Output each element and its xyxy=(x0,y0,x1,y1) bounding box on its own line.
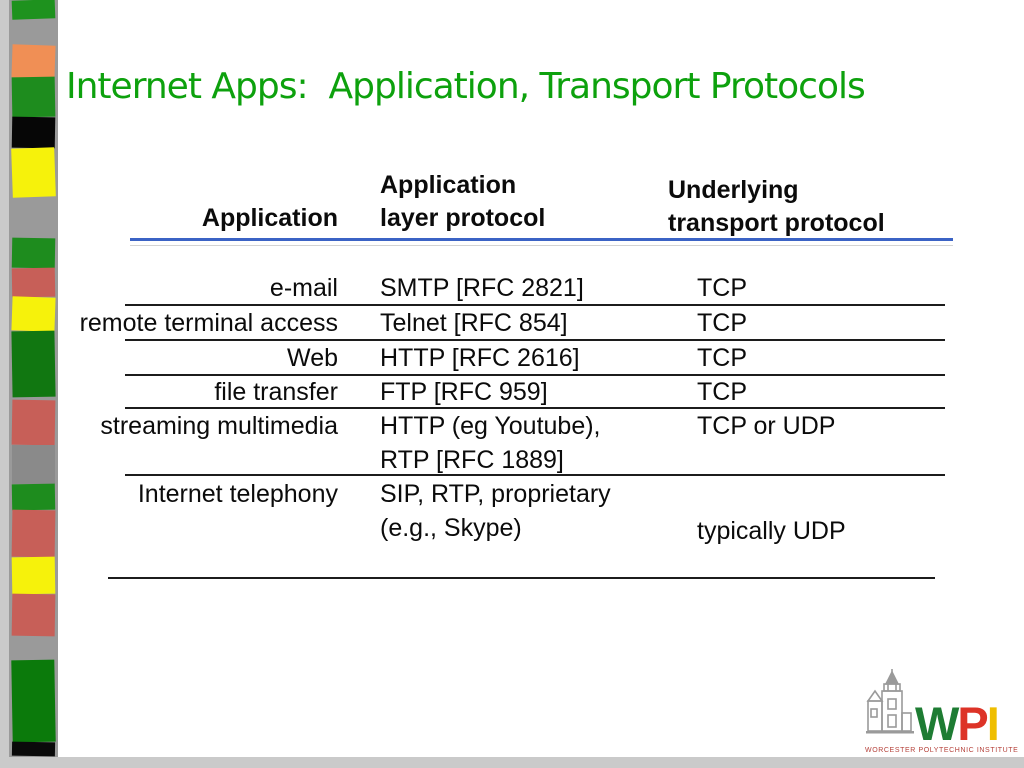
wpi-logo-row: WPI xyxy=(865,669,1017,747)
filmstrip-segment xyxy=(11,593,56,637)
wpi-letters: WPI xyxy=(915,700,1000,747)
transport-cell: TCP xyxy=(697,378,747,406)
filmstrip-segment xyxy=(11,659,56,743)
table-header-application: Application xyxy=(201,204,338,232)
table-header-app-layer-protocol: Application layer protocol xyxy=(380,169,545,235)
protocol-cell: HTTP (eg Youtube), xyxy=(380,412,601,440)
row-divider xyxy=(125,474,945,476)
filmstrip-segment xyxy=(11,76,56,118)
transport-cell: TCP xyxy=(697,274,747,302)
wpi-letter-p: P xyxy=(957,697,988,751)
filmstrip-segment xyxy=(11,237,56,269)
app-cell: file transfer xyxy=(214,378,338,406)
filmstrip-segment xyxy=(11,0,56,20)
app-cell: e-mail xyxy=(269,274,338,302)
protocol-cell: RTP [RFC 1889] xyxy=(380,446,564,474)
header-underline xyxy=(130,238,953,241)
page-edge-left xyxy=(0,0,9,768)
app-cell: streaming multimedia xyxy=(100,412,338,440)
app-cell: remote terminal access xyxy=(79,309,338,337)
header-line: transport protocol xyxy=(668,209,885,237)
header-underline-shadow xyxy=(130,245,953,246)
transport-cell: TCP xyxy=(697,344,747,372)
transport-cell: TCP or UDP xyxy=(697,412,836,440)
table-bottom-line xyxy=(108,577,935,579)
protocol-cell: SMTP [RFC 2821] xyxy=(380,274,584,302)
page-title: Internet Apps: Application, Transport Pr… xyxy=(66,66,866,107)
header-line: layer protocol xyxy=(380,204,546,232)
filmstrip-segment xyxy=(11,116,56,149)
wpi-caption: WORCESTER POLYTECHNIC INSTITUTE xyxy=(865,747,1019,754)
filmstrip-segment xyxy=(11,741,56,757)
filmstrip-segment xyxy=(11,509,56,558)
row-divider xyxy=(125,407,945,409)
filmstrip-segment xyxy=(11,556,56,595)
transport-cell: TCP xyxy=(697,309,747,337)
header-line: Application xyxy=(380,171,517,199)
wpi-tower-icon xyxy=(865,669,915,744)
filmstrip-segment xyxy=(11,147,56,198)
wpi-logo: WPI WORCESTER POLYTECHNIC INSTITUTE xyxy=(865,669,1019,760)
filmstrip-segment xyxy=(11,44,56,79)
wpi-letter-i: I xyxy=(986,697,1000,751)
protocol-cell: SIP, RTP, proprietary xyxy=(380,480,611,508)
filmstrip-segment xyxy=(12,445,55,484)
protocol-cell: FTP [RFC 959] xyxy=(380,378,548,406)
row-divider xyxy=(125,304,945,306)
header-line: Underlying xyxy=(668,176,799,204)
app-cell: Internet telephony xyxy=(137,480,338,508)
row-divider xyxy=(125,374,945,376)
page-edge-bottom xyxy=(0,757,1024,768)
protocol-cell: (e.g., Skype) xyxy=(380,514,522,542)
row-divider xyxy=(125,339,945,341)
table-header-transport-protocol: Underlying transport protocol xyxy=(668,174,885,240)
protocol-cell: Telnet [RFC 854] xyxy=(380,309,568,337)
filmstrip xyxy=(9,0,58,757)
app-cell: Web xyxy=(287,344,338,372)
wpi-letter-w: W xyxy=(915,697,959,751)
transport-cell: typically UDP xyxy=(697,517,846,545)
protocol-cell: HTTP [RFC 2616] xyxy=(380,344,580,372)
